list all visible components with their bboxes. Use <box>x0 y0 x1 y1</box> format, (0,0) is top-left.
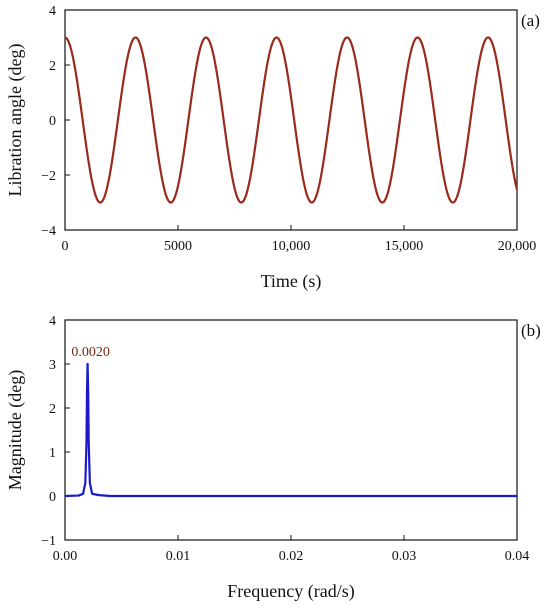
panel-b-peak-annotation: 0.0020 <box>71 345 110 360</box>
panel-b-label: (b) <box>521 321 541 340</box>
panel-a-x-tick-label: 10,000 <box>272 239 311 254</box>
panel-a-x-axis-title: Time (s) <box>261 271 322 292</box>
panel-b-x-tick-label: 0.02 <box>279 549 304 564</box>
panel-b-x-axis-title: Frequency (rad/s) <box>227 581 354 602</box>
panel-a-x-tick-label: 0 <box>62 239 69 254</box>
panel-a-x-tick-label: 20,000 <box>498 239 537 254</box>
panel-b-x-tick-label: 0.00 <box>53 549 78 564</box>
panel-b-ticks <box>64 319 518 541</box>
panel-a-ticks <box>64 9 518 231</box>
panel-a-tick-labels: 0 5000 10,000 15,000 20,000 −4 −2 0 2 4 <box>41 4 536 254</box>
panel-a-x-tick-label: 15,000 <box>385 239 424 254</box>
panel-a-series-line <box>64 36 519 204</box>
panel-a-y-axis-title: Libration angle (deg) <box>5 44 26 197</box>
panel-a-y-tick-label: 0 <box>49 114 56 129</box>
panel-b-y-tick-label: −1 <box>41 534 56 549</box>
panel-b-x-tick-label: 0.04 <box>505 549 530 564</box>
panel-b-y-axis-title: Magnitude (deg) <box>5 370 26 490</box>
panel-b-y-tick-label: 4 <box>49 314 56 329</box>
panel-b-y-tick-label: 1 <box>49 446 56 461</box>
panel-b-y-tick-label: 3 <box>49 358 56 373</box>
panel-a-y-tick-label: 2 <box>49 59 56 74</box>
panel-b-plot-frame <box>64 319 518 541</box>
panel-a-series <box>64 36 519 204</box>
panel-b-x-tick-label: 0.01 <box>166 549 191 564</box>
panel-b-y-tick-label: 0 <box>49 490 56 505</box>
panel-a-label: (a) <box>521 11 540 30</box>
panel-a-y-tick-label: −2 <box>41 169 56 184</box>
panel-b-series-line <box>64 362 517 498</box>
panel-a-y-tick-label: −4 <box>41 224 56 239</box>
panel-a-x-tick-label: 5000 <box>164 239 192 254</box>
panel-b-tick-labels: 0.00 0.01 0.02 0.03 0.04 −1 0 1 2 3 4 <box>41 314 529 564</box>
panel-a-libration-time-series: 0 5000 10,000 15,000 20,000 −4 −2 0 2 4 (a) Time … <box>5 4 540 292</box>
panel-b-series <box>64 362 517 498</box>
panel-b-magnitude-spectrum: 0.00 0.01 0.02 0.03 0.04 −1 0 1 2 3 4 0.0020 (b) F… <box>5 314 541 602</box>
panel-a-y-tick-label: 4 <box>49 4 56 19</box>
panel-b-x-tick-label: 0.03 <box>392 549 417 564</box>
panel-b-y-tick-label: 2 <box>49 402 56 417</box>
